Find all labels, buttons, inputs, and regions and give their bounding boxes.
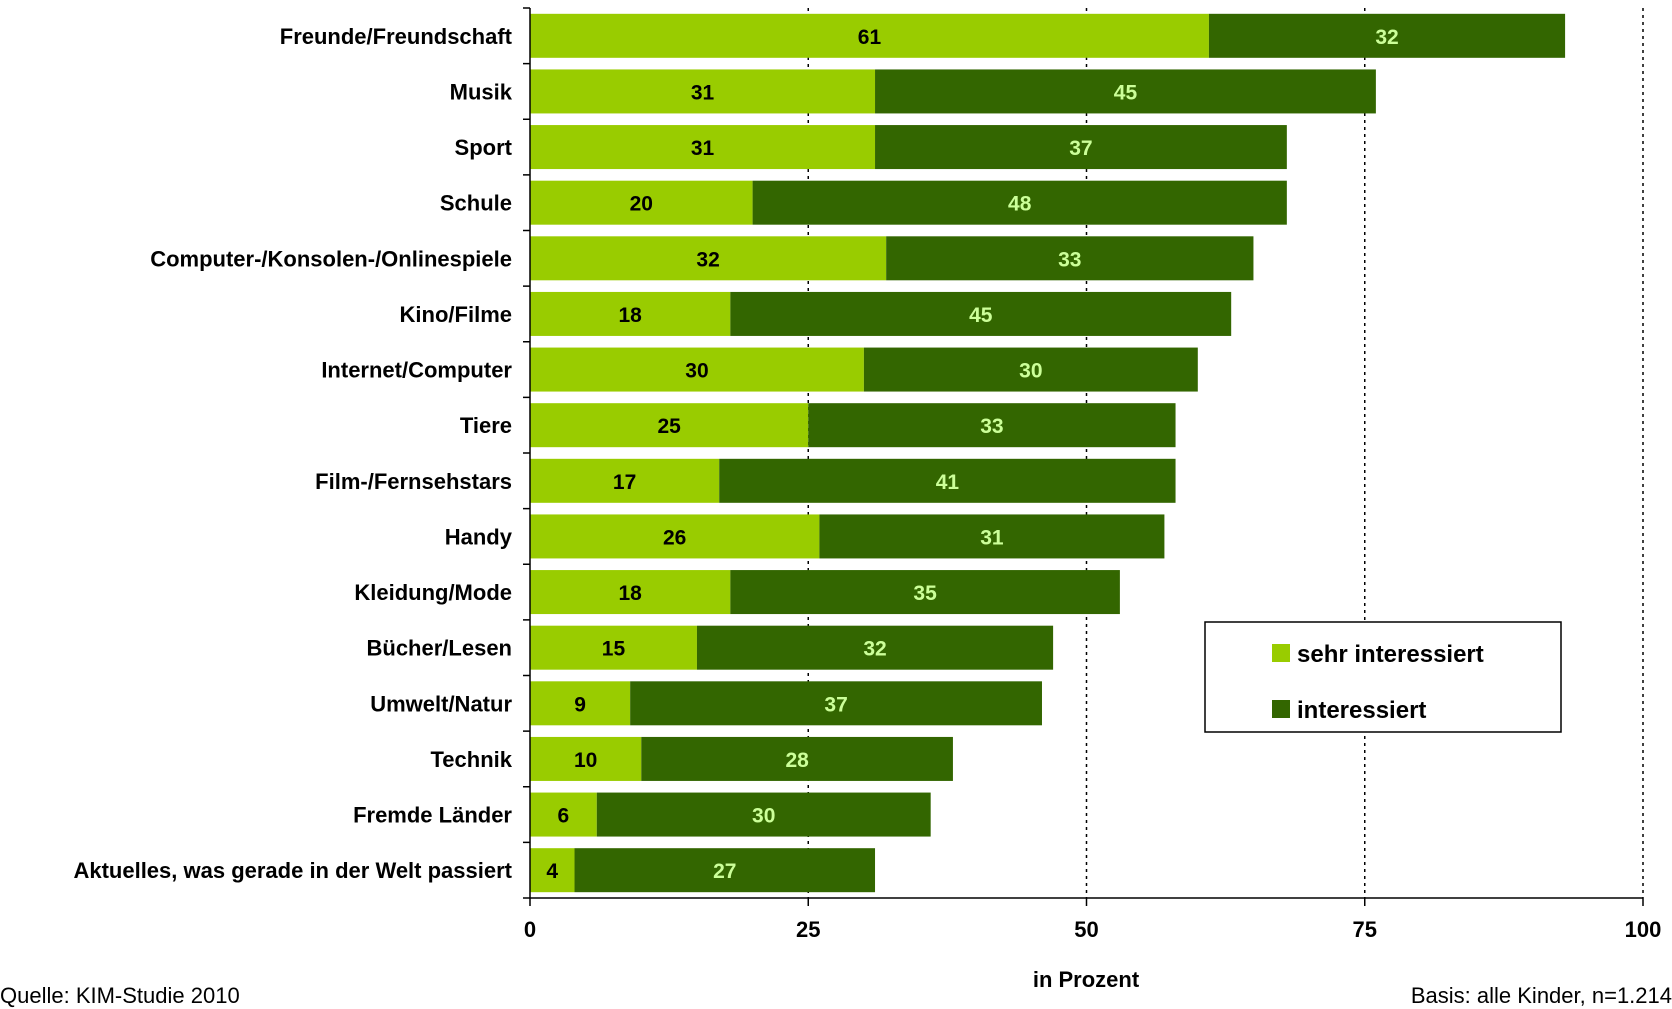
legend-label-sehr-interessiert: sehr interessiert [1297, 641, 1484, 668]
basis-note: Basis: alle Kinder, n=1.214 [1410, 983, 1672, 1008]
bars [530, 13, 1566, 893]
axes: 0 25 50 75 100 [523, 7, 1662, 942]
x-tick-label-50: 50 [1074, 917, 1098, 942]
bar-sehr-interessiert-musik [530, 69, 876, 114]
bar-interessiert-fremde-l-nder [596, 792, 931, 837]
bar-interessiert-computer-konsolen-onlinespiele [886, 236, 1254, 281]
x-tick-label-75: 75 [1353, 917, 1377, 942]
data-label-interessiert-tiere: 33 [980, 415, 1003, 438]
category-label-fremde-l-nder: Fremde Länder [353, 803, 512, 828]
data-label-interessiert-schule: 48 [1008, 193, 1032, 216]
category-label-b-cher-lesen: Bücher/Lesen [367, 636, 513, 661]
category-label-computer-konsolen-onlinespiele: Computer-/Konsolen-/Onlinespiele [150, 246, 512, 271]
category-label-aktuelles-was-gerade-in-der-welt-passiert: Aktuelles, was gerade in der Welt passie… [73, 858, 512, 883]
data-label-sehr-interessiert-umwelt-natur: 9 [574, 693, 586, 716]
bar-sehr-interessiert-aktuelles-was-gerade-in-der-welt-passiert [530, 848, 575, 893]
category-label-internet-computer: Internet/Computer [321, 358, 512, 383]
bar-interessiert-schule [752, 180, 1287, 225]
category-label-freunde-freundschaft: Freunde/Freundschaft [280, 24, 513, 49]
bar-interessiert-b-cher-lesen [696, 625, 1054, 670]
data-label-interessiert-computer-konsolen-onlinespiele: 33 [1058, 248, 1081, 271]
data-label-interessiert-fremde-l-nder: 30 [752, 805, 775, 828]
category-label-musik: Musik [450, 79, 513, 104]
data-label-interessiert-handy: 31 [980, 526, 1004, 549]
bar-sehr-interessiert-film-fernsehstars [530, 458, 720, 503]
data-label-sehr-interessiert-technik: 10 [574, 749, 597, 772]
bar-sehr-interessiert-kino-filme [530, 291, 731, 336]
category-label-umwelt-natur: Umwelt/Natur [370, 691, 512, 716]
legend-label-interessiert: interessiert [1297, 697, 1426, 724]
data-label-interessiert-umwelt-natur: 37 [824, 693, 847, 716]
bar-interessiert-aktuelles-was-gerade-in-der-welt-passiert [574, 848, 876, 893]
data-label-interessiert-internet-computer: 30 [1019, 360, 1042, 383]
data-label-sehr-interessiert-film-fernsehstars: 17 [613, 471, 636, 494]
bar-sehr-interessiert-kleidung-mode [530, 570, 731, 615]
bar-sehr-interessiert-internet-computer [530, 347, 864, 392]
bar-sehr-interessiert-sport [530, 125, 876, 170]
data-label-sehr-interessiert-kino-filme: 18 [618, 304, 642, 327]
data-label-sehr-interessiert-computer-konsolen-onlinespiele: 32 [696, 248, 719, 271]
category-label-kino-filme: Kino/Filme [400, 302, 512, 327]
data-label-interessiert-freunde-freundschaft: 32 [1375, 26, 1398, 49]
data-label-interessiert-kleidung-mode: 35 [913, 582, 937, 605]
data-label-interessiert-film-fernsehstars: 41 [936, 471, 960, 494]
category-label-tiere: Tiere [460, 413, 512, 438]
data-label-sehr-interessiert-internet-computer: 30 [685, 360, 708, 383]
bar-sehr-interessiert-computer-konsolen-onlinespiele [530, 236, 887, 281]
bar-interessiert-sport [875, 125, 1287, 170]
bar-interessiert-tiere [808, 403, 1176, 448]
x-tick-label-100: 100 [1625, 917, 1662, 942]
bar-interessiert-technik [641, 736, 953, 781]
bar-interessiert-musik [875, 69, 1376, 114]
bar-sehr-interessiert-handy [530, 514, 820, 559]
data-label-sehr-interessiert-sport: 31 [691, 137, 715, 160]
bar-interessiert-kino-filme [730, 291, 1232, 336]
bar-sehr-interessiert-tiere [530, 403, 809, 448]
data-label-interessiert-b-cher-lesen: 32 [863, 638, 886, 661]
legend-swatch-interessiert [1272, 700, 1290, 718]
bar-interessiert-kleidung-mode [730, 570, 1120, 615]
bar-sehr-interessiert-fremde-l-nder [530, 792, 597, 837]
bar-interessiert-umwelt-natur [630, 681, 1042, 726]
category-label-kleidung-mode: Kleidung/Mode [354, 580, 512, 605]
bar-sehr-interessiert-schule [530, 180, 753, 225]
category-label-handy: Handy [445, 524, 513, 549]
data-label-sehr-interessiert-b-cher-lesen: 15 [602, 638, 626, 661]
x-tick-label-25: 25 [796, 917, 820, 942]
data-label-interessiert-aktuelles-was-gerade-in-der-welt-passiert: 27 [713, 860, 736, 883]
data-label-sehr-interessiert-tiere: 25 [657, 415, 681, 438]
legend-box [1204, 621, 1562, 733]
x-axis-label: in Prozent [1033, 967, 1140, 992]
labels: Freunde/Freundschaft 61 32 Musik 31 45 Sport 31… [73, 24, 1398, 883]
category-label-sport: Sport [455, 135, 513, 160]
bar-sehr-interessiert-freunde-freundschaft [530, 13, 1209, 58]
data-label-sehr-interessiert-freunde-freundschaft: 61 [858, 26, 882, 49]
bar-interessiert-handy [819, 514, 1165, 559]
bar-sehr-interessiert-b-cher-lesen [530, 625, 697, 670]
data-label-sehr-interessiert-handy: 26 [663, 526, 686, 549]
data-label-interessiert-technik: 28 [785, 749, 809, 772]
legend-swatch-sehr-interessiert [1272, 644, 1290, 662]
x-tick-label-0: 0 [524, 917, 536, 942]
data-label-sehr-interessiert-schule: 20 [630, 193, 653, 216]
category-label-film-fernsehstars: Film-/Fernsehstars [315, 469, 512, 494]
data-label-interessiert-sport: 37 [1069, 137, 1092, 160]
legend: sehr interessiert interessiert [1204, 621, 1562, 733]
bar-interessiert-internet-computer [863, 347, 1198, 392]
data-label-sehr-interessiert-fremde-l-nder: 6 [558, 805, 570, 828]
data-label-interessiert-musik: 45 [1114, 81, 1138, 104]
bar-interessiert-film-fernsehstars [719, 458, 1176, 503]
bar-interessiert-freunde-freundschaft [1208, 13, 1566, 58]
source-note: Quelle: KIM-Studie 2010 [0, 983, 240, 1008]
category-label-schule: Schule [440, 191, 512, 216]
data-label-interessiert-kino-filme: 45 [969, 304, 993, 327]
data-label-sehr-interessiert-kleidung-mode: 18 [618, 582, 642, 605]
bar-sehr-interessiert-technik [530, 736, 642, 781]
bar-sehr-interessiert-umwelt-natur [530, 681, 631, 726]
data-label-sehr-interessiert-aktuelles-was-gerade-in-der-welt-passiert: 4 [546, 860, 558, 883]
category-label-technik: Technik [430, 747, 512, 772]
data-label-sehr-interessiert-musik: 31 [691, 81, 715, 104]
